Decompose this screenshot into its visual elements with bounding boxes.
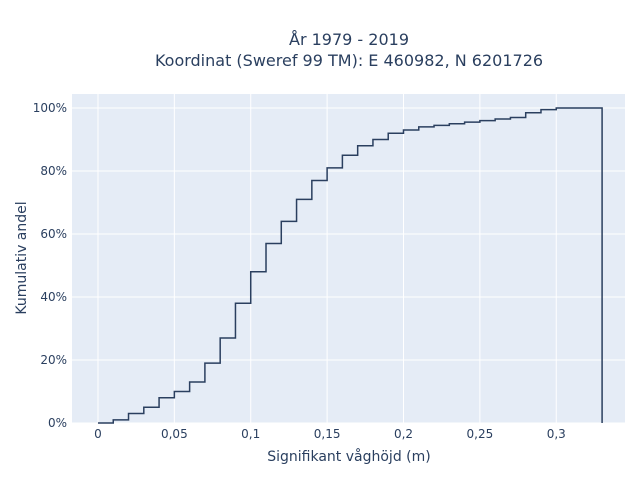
x-tick-label: 0,25 [467, 427, 494, 441]
x-tick-label: 0,3 [547, 427, 566, 441]
grid-lines [72, 94, 625, 424]
chart-title-line-2: Koordinat (Sweref 99 TM): E 460982, N 62… [155, 51, 543, 70]
x-tick-label: 0,2 [394, 427, 413, 441]
y-axis-label: Kumulativ andel [14, 201, 30, 314]
y-tick-label: 40% [40, 290, 67, 304]
x-axis-label: Signifikant våghöjd (m) [267, 448, 430, 465]
x-tick-label: 0,15 [314, 427, 341, 441]
y-tick-label: 20% [40, 353, 67, 367]
series-layer [97, 107, 603, 424]
y-tick-label: 100% [33, 101, 67, 115]
y-tick-label: 60% [40, 227, 67, 241]
cumulative-step-line [97, 107, 603, 424]
chart-title-line-1: År 1979 - 2019 [289, 30, 409, 49]
x-tick-label: 0,1 [241, 427, 260, 441]
x-tick-label: 0,05 [161, 427, 188, 441]
y-tick-label: 0% [48, 416, 67, 430]
y-tick-label: 80% [40, 164, 67, 178]
x-tick-label: 0 [94, 427, 102, 441]
tick-labels: 0 0,05 0,1 0,15 0,2 0,25 0,3 0% 20% 40% 60% 80% 100% [33, 101, 566, 441]
plot-area [72, 94, 625, 423]
